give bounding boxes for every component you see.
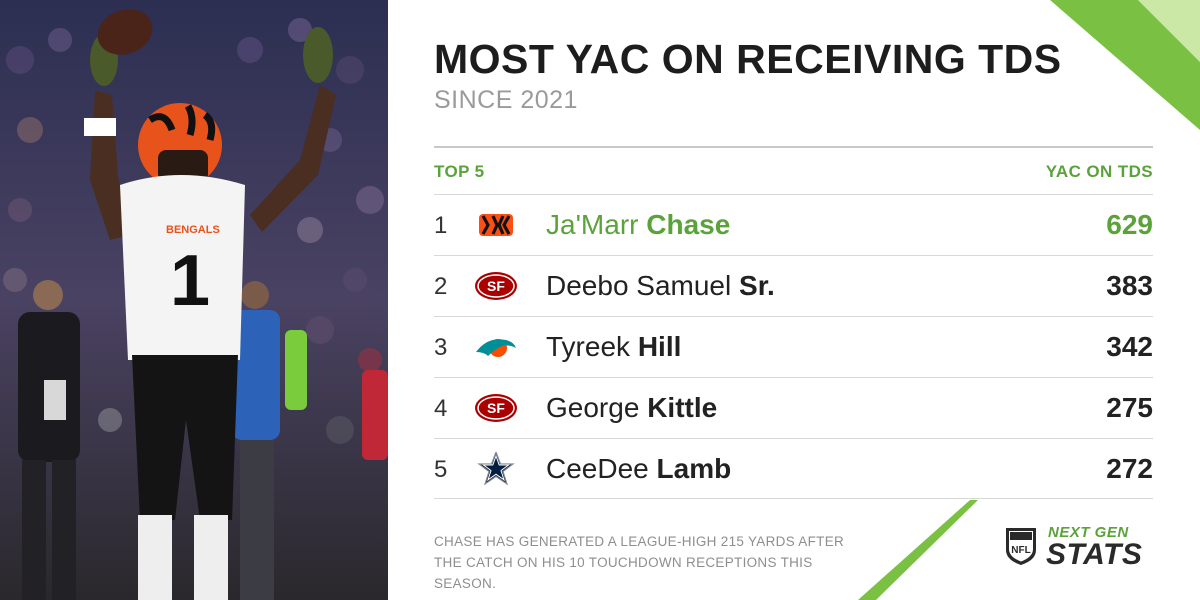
yac-value: 275 [1106, 392, 1153, 423]
row-rank: 1 [434, 212, 448, 239]
dolphins-logo-icon [476, 339, 516, 357]
header-divider [434, 146, 1153, 148]
row-rank: 2 [434, 273, 448, 300]
page-subtitle: SINCE 2021 [434, 86, 578, 114]
column-header-value: YAC ON TDS [1045, 162, 1153, 181]
player-name: CeeDee Lamb [546, 453, 732, 484]
table-row: 1 Ja'Marr Chase 629 [434, 194, 1153, 255]
yac-value: 629 [1106, 209, 1153, 240]
player-name: Tyreek Hill [546, 331, 682, 362]
row-rank: 4 [434, 395, 448, 422]
yac-value: 342 [1106, 331, 1153, 362]
yac-value: 272 [1106, 453, 1153, 484]
table-row: 3 Tyreek Hill 342 [434, 316, 1153, 377]
bengals-logo-icon [479, 214, 513, 236]
leaderboard-table: 1 Ja'Marr Chase 629 2 SF Deebo Samuel Sr… [434, 194, 1153, 499]
column-header-rank: TOP 5 [434, 162, 485, 181]
stadium-crowd-background: BENGALS 1 [0, 0, 388, 600]
svg-text:SF: SF [487, 278, 505, 294]
green-accent-stripe-top [1050, 0, 1200, 130]
table-row: 2 SF Deebo Samuel Sr. 383 [434, 255, 1153, 316]
footnote: CHASE HAS GENERATED A LEAGUE-HIGH 215 YA… [434, 534, 845, 591]
cowboys-logo-icon [477, 452, 515, 486]
table-row: 4 SF George Kittle 275 [434, 377, 1153, 438]
49ers-logo-icon: SF [475, 272, 517, 300]
nfl-shield-icon: NFL [1006, 528, 1036, 565]
jersey-team-text: BENGALS [166, 224, 220, 236]
player-name: George Kittle [546, 392, 718, 423]
player-name: Ja'Marr Chase [546, 209, 731, 240]
row-rank: 5 [434, 456, 448, 483]
svg-text:SF: SF [487, 400, 505, 416]
jersey-number: 1 [170, 241, 210, 321]
49ers-logo-icon: SF [475, 394, 517, 422]
page-title: MOST YAC ON RECEIVING TDS [434, 36, 1062, 82]
next-gen-stats-logo: NFL NEXT GEN STATS [1004, 522, 1154, 572]
player-photo: BENGALS 1 [0, 0, 388, 600]
ngs-stats-text: STATS [1046, 538, 1143, 571]
yac-value: 383 [1106, 270, 1153, 301]
row-rank: 3 [434, 334, 448, 361]
table-row: 5 CeeDee Lamb 272 [434, 438, 1153, 499]
ngs-next-gen-text: NEXT GEN [1048, 524, 1129, 541]
green-accent-stripe-bottom [858, 500, 978, 600]
player-figure: BENGALS 1 [84, 9, 336, 600]
svg-text:NFL: NFL [1011, 545, 1030, 556]
stats-panel: MOST YAC ON RECEIVING TDS SINCE 2021 TOP… [388, 0, 1200, 600]
player-name: Deebo Samuel Sr. [546, 270, 775, 301]
